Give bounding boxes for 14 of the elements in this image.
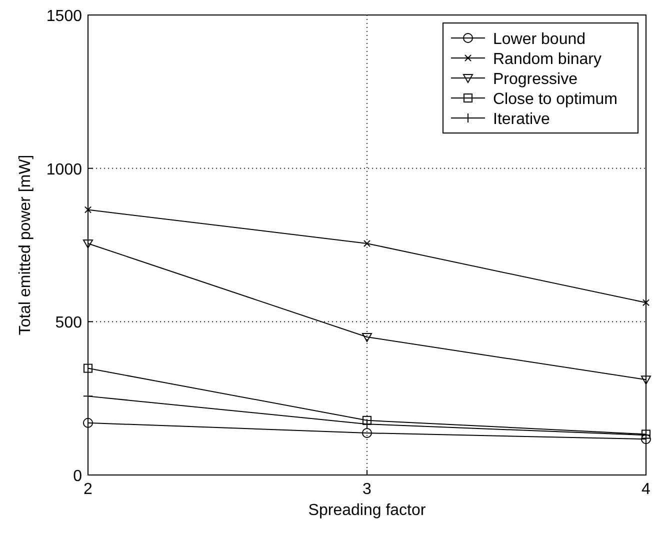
x-tick-label: 4 [642,481,651,498]
y-tick-label: 0 [73,468,82,485]
legend-label: Iterative [493,111,550,128]
legend-label: Lower bound [493,31,586,48]
y-tick-label: 500 [55,314,82,332]
y-axis-title: Total emitted power [mW] [17,154,34,336]
legend-label: Progressive [493,71,578,88]
y-tick-label: 1500 [46,8,82,25]
legend-label: Random binary [493,51,602,68]
legend-label: Close to optimum [493,91,618,108]
y-tick-label: 1000 [46,161,82,178]
x-tick-label: 2 [84,481,93,498]
x-tick-label: 3 [362,481,372,498]
x-axis-title: Spreading factor [308,502,426,519]
